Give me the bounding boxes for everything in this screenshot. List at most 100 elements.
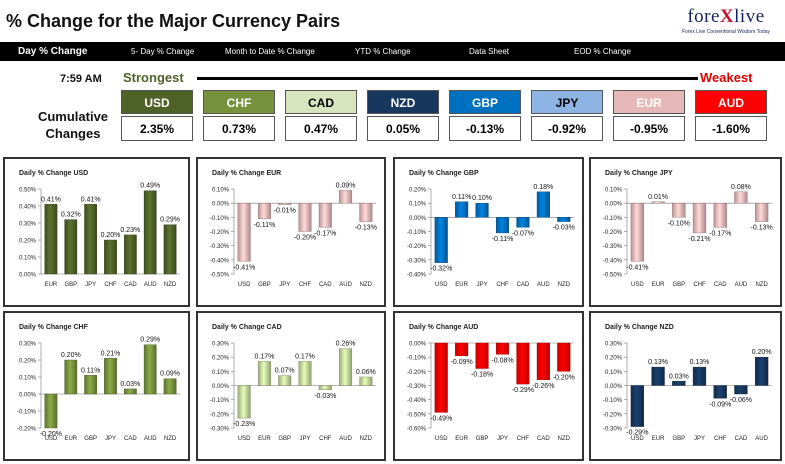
bar (64, 219, 78, 275)
chart-title: Daily % Change JPY (605, 170, 673, 177)
data-label: 0.08% (731, 184, 751, 191)
y-tick-label: 0.00% (212, 384, 230, 390)
y-tick-label: 0.30% (605, 342, 623, 348)
data-label: 0.09% (336, 182, 356, 189)
category-label: JPY (105, 436, 116, 442)
bar (557, 217, 571, 222)
bar (359, 376, 373, 386)
data-label: 0.17% (295, 353, 315, 360)
category-label: GBP (672, 282, 685, 288)
bar (495, 342, 510, 355)
data-label: 0.23% (120, 227, 140, 234)
category-label: CAD (124, 436, 137, 442)
chart-panel-jpy: Daily % Change JPY 0.10% 0.00% -0.10% -0.20%… (589, 157, 782, 307)
y-tick-label: 0.10% (19, 376, 37, 382)
category-label: CHF (693, 282, 706, 288)
tab-bar: Day % Change 5- Day % Change Month to Da… (0, 42, 785, 61)
chart-jpy-svg: Daily % Change JPY 0.10% 0.00% -0.10% -0.20%… (603, 170, 773, 288)
y-tick-label: -0.50% (407, 412, 427, 418)
category-label: GBP (476, 436, 489, 442)
data-label: 0.17% (254, 353, 274, 360)
category-label: GBP (672, 436, 685, 442)
data-label: -0.23% (233, 421, 255, 428)
data-label: -0.11% (492, 236, 514, 243)
category-label: EUR (64, 436, 77, 442)
currency-card-nzd: NZD 0.05% (367, 90, 439, 141)
data-label: -0.03% (553, 225, 575, 232)
y-tick-label: -0.20% (603, 230, 623, 236)
data-label: 0.41% (41, 196, 61, 203)
category-label: EUR (455, 282, 468, 288)
chart-title: Daily % Change CHF (19, 324, 89, 331)
y-tick-label: -0.20% (17, 427, 37, 433)
data-label: -0.29% (512, 387, 534, 394)
bar (672, 381, 686, 386)
y-tick-label: -0.40% (603, 258, 623, 264)
y-tick-label: -0.20% (603, 412, 623, 418)
category-label: CHF (299, 282, 312, 288)
data-label: -0.08% (491, 357, 513, 364)
category-label: AUD (144, 436, 157, 442)
category-label: EUR (45, 282, 58, 288)
y-tick-label: -0.30% (210, 427, 230, 433)
bar (672, 202, 686, 218)
bar (455, 342, 469, 356)
bar (536, 191, 550, 218)
cumulative-changes-label: Cumulative Changes (30, 108, 116, 142)
category-label: JPY (477, 282, 488, 288)
data-label: -0.13% (751, 225, 773, 232)
bar (713, 385, 727, 399)
tab-month-to-date[interactable]: Month to Date % Change (225, 47, 315, 56)
category-label: CHF (496, 282, 509, 288)
bar (257, 361, 271, 386)
data-label: 0.20% (101, 232, 121, 239)
bar (298, 361, 312, 386)
y-tick-label: 0.00% (409, 342, 427, 348)
data-label: 0.21% (101, 350, 121, 357)
bar (104, 239, 117, 275)
data-label: -0.07% (512, 230, 534, 237)
timestamp: 7:59 AM (60, 73, 102, 85)
tab-ytd-change[interactable]: YTD % Change (355, 47, 411, 56)
y-tick-label: -0.10% (407, 230, 427, 236)
currency-name: JPY (531, 90, 603, 114)
tab-data-sheet[interactable]: Data Sheet (469, 47, 510, 56)
data-label: 0.49% (140, 183, 160, 190)
y-tick-label: -0.50% (210, 273, 230, 279)
bar (104, 358, 117, 395)
data-label: -0.18% (471, 372, 493, 379)
forexlive-logo[interactable]: foreXlive Forex Live Conventional Wisdom… (676, 6, 776, 35)
bar (713, 202, 727, 228)
tab-eod-change[interactable]: EOD % Change (574, 47, 631, 56)
bar (318, 385, 332, 390)
y-tick-label: 0.50% (19, 188, 37, 194)
category-label: AUD (735, 282, 748, 288)
category-label: AUD (144, 282, 157, 288)
data-label: -0.41% (626, 264, 648, 271)
data-label: -0.49% (430, 415, 452, 422)
bar (434, 342, 448, 413)
currency-card-usd: USD 2.35% (121, 90, 193, 141)
tab-day-change[interactable]: Day % Change (18, 46, 88, 57)
data-label: -0.20% (553, 374, 575, 381)
bar (495, 217, 510, 234)
bar (755, 202, 769, 222)
y-tick-label: 0.00% (409, 216, 427, 222)
bar (755, 356, 769, 386)
bar (557, 342, 571, 372)
currency-card-jpy: JPY -0.92% (531, 90, 603, 141)
data-label: -0.17% (709, 230, 731, 237)
y-tick-label: -0.10% (17, 410, 37, 416)
tab-5day-change[interactable]: 5- Day % Change (131, 47, 195, 56)
category-label: NZD (164, 436, 177, 442)
y-tick-label: -0.40% (407, 273, 427, 279)
bar (64, 359, 78, 395)
y-tick-label: 0.10% (605, 370, 623, 376)
y-tick-label: -0.20% (210, 230, 230, 236)
chart-eur-svg: Daily % Change EUR 0.10% 0.00% -0.10% -0.20%… (210, 170, 377, 288)
y-tick-label: 0.20% (409, 188, 427, 194)
chart-nzd-svg: Daily % Change NZD 0.30% 0.20% 0.10% 0.00% -0… (603, 324, 772, 442)
bar (163, 224, 177, 275)
data-label: 0.32% (61, 212, 81, 219)
chart-panel-chf: Daily % Change CHF 0.30% 0.20% 0.10% 0.00% -0… (3, 311, 190, 461)
